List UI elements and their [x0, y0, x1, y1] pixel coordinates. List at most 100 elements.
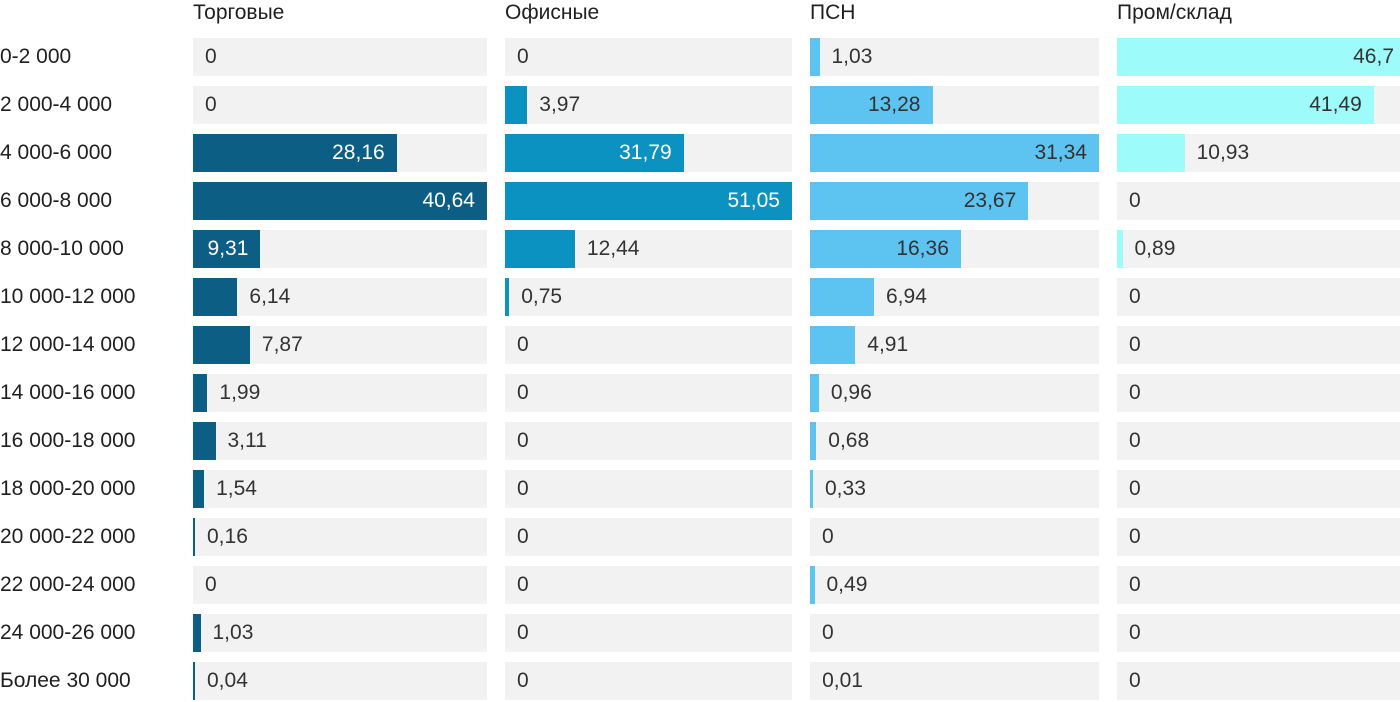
bar	[193, 326, 250, 364]
bar-track: 0	[505, 374, 792, 412]
value-label: 51,05	[727, 189, 780, 212]
bar-track: 0	[1117, 326, 1400, 364]
bar-track: 0	[505, 326, 792, 364]
bar	[505, 230, 575, 268]
bar	[810, 470, 813, 508]
value-label: 0,04	[207, 669, 248, 692]
value-label: 41,49	[1309, 93, 1362, 116]
chart-rows: 0-2 000 0 0 1,03 46,7 2 000-4 000 0 3,97 13,28 41…	[0, 38, 1400, 700]
category-label: 8 000-10 000	[0, 237, 124, 260]
value-label: 0	[517, 429, 529, 452]
column-header-psn: ПСН	[810, 1, 856, 24]
bar-track: 6,94	[810, 278, 1099, 316]
bar-track: 0	[193, 38, 487, 76]
bar	[1117, 38, 1400, 76]
bar-track: 0,68	[810, 422, 1099, 460]
value-label: 1,03	[212, 621, 254, 644]
value-label: 7,87	[261, 333, 303, 356]
column-header-prom-sklad: Пром/склад	[1117, 1, 1232, 24]
bar	[505, 278, 510, 316]
value-label: 0	[1129, 429, 1141, 452]
value-label: 0	[205, 93, 217, 116]
value-label: 0,01	[822, 669, 863, 692]
bar-track: 13,28	[810, 86, 1099, 124]
bar	[193, 470, 205, 508]
category-label: 12 000-14 000	[0, 333, 136, 356]
chart-row: 20 000-22 000 0,16 0 0 0	[0, 518, 1400, 556]
category-label: 4 000-6 000	[0, 141, 113, 164]
value-label: 1,99	[219, 381, 261, 404]
bar	[193, 518, 195, 556]
chart-row: 16 000-18 000 3,11 0 0,68 0	[0, 422, 1400, 460]
bar	[193, 134, 397, 172]
value-label: 0	[517, 381, 529, 404]
bar	[193, 374, 208, 412]
category-label: 0-2 000	[0, 45, 72, 68]
bar	[193, 182, 487, 220]
bar-track: 0,01	[810, 662, 1099, 700]
bar-track: 0	[1117, 182, 1400, 220]
category-label: 16 000-18 000	[0, 429, 136, 452]
column-header-ofisnye: Офисные	[505, 1, 600, 24]
bar-track: 1,03	[193, 614, 487, 652]
bar-track: 0	[810, 614, 1099, 652]
value-label: 0,96	[830, 381, 872, 404]
bar	[810, 422, 817, 460]
value-label: 0	[1129, 285, 1141, 308]
bar-track: 0	[1117, 662, 1400, 700]
bar-track: 41,49	[1117, 86, 1400, 124]
value-label: 1,03	[831, 45, 873, 68]
bar	[810, 230, 961, 268]
bar-track: 10,93	[1117, 134, 1400, 172]
bar-track: 0	[505, 422, 792, 460]
bar-track: 0	[1117, 422, 1400, 460]
bar-track: 28,16	[193, 134, 487, 172]
bar-track: 0	[505, 566, 792, 604]
value-label: 0	[205, 573, 217, 596]
value-label: 0	[1129, 189, 1141, 212]
bar	[810, 182, 1029, 220]
bar-track: 0	[1117, 278, 1400, 316]
value-label: 0,75	[521, 285, 563, 308]
bar-track: 16,36	[810, 230, 1099, 268]
value-label: 1,54	[216, 477, 257, 500]
chart-row: 0-2 000 0 0 1,03 46,7	[0, 38, 1400, 76]
value-label: 0	[1129, 573, 1141, 596]
bar	[193, 278, 238, 316]
value-label: 0,16	[207, 525, 248, 548]
chart-row: 4 000-6 000 28,16 31,79 31,34 10,93	[0, 134, 1400, 172]
bar	[505, 86, 528, 124]
chart-row: 22 000-24 000 0 0 0,49 0	[0, 566, 1400, 604]
category-label: 24 000-26 000	[0, 621, 136, 644]
bar-track: 0	[1117, 374, 1400, 412]
value-label: 0	[517, 333, 529, 356]
bar	[505, 182, 792, 220]
value-label: 6,94	[886, 285, 927, 308]
category-label: 6 000-8 000	[0, 189, 113, 212]
value-label: 0	[517, 45, 529, 68]
chart-row: 10 000-12 000 6,14 0,75 6,94 0	[0, 278, 1400, 316]
value-label: 0	[1129, 381, 1141, 404]
bar-track: 7,87	[193, 326, 487, 364]
chart-row: 18 000-20 000 1,54 0 0,33 0	[0, 470, 1400, 508]
bar	[1117, 134, 1185, 172]
bar-track: 0	[1117, 518, 1400, 556]
bar	[1117, 230, 1123, 268]
corner-spacer	[0, 0, 175, 38]
category-label: 20 000-22 000	[0, 525, 136, 548]
value-label: 4,91	[867, 333, 909, 356]
value-label: 31,79	[619, 141, 672, 164]
bar-track: 0,49	[810, 566, 1099, 604]
value-label: 10,93	[1196, 141, 1250, 164]
bar-track: 51,05	[505, 182, 792, 220]
value-label: 13,28	[867, 93, 921, 116]
bar-track: 12,44	[505, 230, 792, 268]
bar-track: 0	[505, 614, 792, 652]
value-label: 0	[1129, 669, 1141, 692]
value-label: 3,97	[539, 93, 581, 116]
bar-track: 1,54	[193, 470, 487, 508]
value-label: 0	[517, 525, 529, 548]
value-label: 9,31	[207, 237, 249, 260]
bar-track: 0	[1117, 614, 1400, 652]
bar-track: 0	[505, 662, 792, 700]
